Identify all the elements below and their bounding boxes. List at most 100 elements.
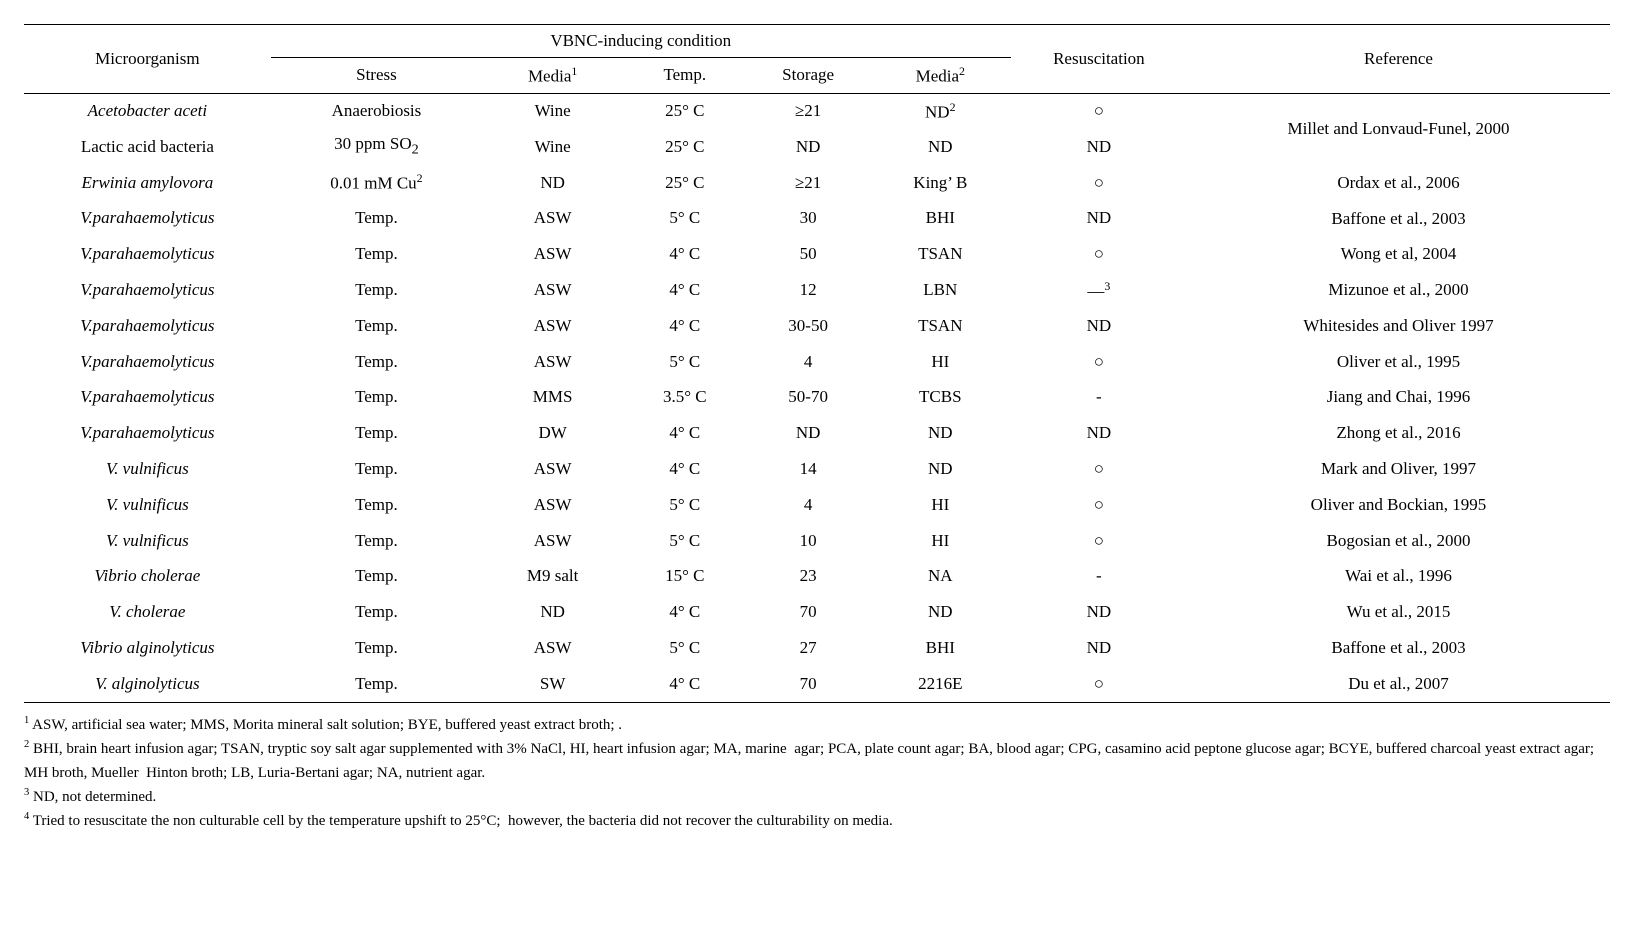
cell-microorganism: V.parahaemolyticus <box>24 379 271 415</box>
cell-resuscitation: ND <box>1011 201 1187 237</box>
cell-stress: Temp. <box>271 451 482 487</box>
cell-temp: 25° C <box>623 165 746 201</box>
table-row: V.parahaemolyticusTemp.ASW5° C4HI○Oliver… <box>24 344 1610 380</box>
table-row: Acetobacter acetiAnaerobiosisWine25° C≥2… <box>24 93 1610 128</box>
cell-microorganism: Erwinia amylovora <box>24 165 271 201</box>
cell-media1: DW <box>482 415 623 451</box>
cell-media2: TSAN <box>870 236 1011 272</box>
table-body: Acetobacter acetiAnaerobiosisWine25° C≥2… <box>24 93 1610 702</box>
cell-microorganism: Lactic acid bacteria <box>24 128 271 164</box>
table-row: V. alginolyticusTemp.SW4° C702216E○Du et… <box>24 666 1610 702</box>
cell-stress: Temp. <box>271 558 482 594</box>
cell-microorganism: Vibrio alginolyticus <box>24 630 271 666</box>
cell-media2: TSAN <box>870 308 1011 344</box>
cell-media1: SW <box>482 666 623 702</box>
table-row: V.parahaemolyticusTemp.ASW5° C30BHINDBaf… <box>24 201 1610 237</box>
cell-storage: ND <box>746 415 869 451</box>
cell-storage: 50-70 <box>746 379 869 415</box>
cell-media2: ND <box>870 415 1011 451</box>
col-storage: Storage <box>746 58 869 94</box>
cell-media1: ASW <box>482 451 623 487</box>
cell-resuscitation: ○ <box>1011 487 1187 523</box>
cell-reference: Baffone et al., 2003 <box>1187 201 1610 237</box>
cell-storage: 50 <box>746 236 869 272</box>
cell-microorganism: V.parahaemolyticus <box>24 201 271 237</box>
cell-stress: Temp. <box>271 487 482 523</box>
cell-media2: ND <box>870 451 1011 487</box>
cell-media1: ASW <box>482 487 623 523</box>
cell-media2: TCBS <box>870 379 1011 415</box>
cell-media2: LBN <box>870 272 1011 308</box>
cell-microorganism: V.parahaemolyticus <box>24 272 271 308</box>
cell-resuscitation: —3 <box>1011 272 1187 308</box>
cell-media1: ASW <box>482 236 623 272</box>
table-row: V. vulnificusTemp.ASW5° C4HI○Oliver and … <box>24 487 1610 523</box>
cell-temp: 4° C <box>623 308 746 344</box>
cell-temp: 25° C <box>623 93 746 128</box>
cell-media1: Wine <box>482 93 623 128</box>
cell-storage: 12 <box>746 272 869 308</box>
cell-temp: 5° C <box>623 523 746 559</box>
cell-media1: ASW <box>482 272 623 308</box>
cell-media2: King’ B <box>870 165 1011 201</box>
cell-stress: Temp. <box>271 415 482 451</box>
col-reference: Reference <box>1187 25 1610 94</box>
col-microorganism: Microorganism <box>24 25 271 94</box>
cell-reference: Jiang and Chai, 1996 <box>1187 379 1610 415</box>
cell-resuscitation: ○ <box>1011 165 1187 201</box>
cell-temp: 4° C <box>623 666 746 702</box>
col-resuscitation: Resuscitation <box>1011 25 1187 94</box>
cell-media1: ASW <box>482 308 623 344</box>
cell-resuscitation: ND <box>1011 128 1187 164</box>
cell-media2: HI <box>870 487 1011 523</box>
cell-media2: NA <box>870 558 1011 594</box>
table-row: V. vulnificusTemp.ASW5° C10HI○Bogosian e… <box>24 523 1610 559</box>
cell-stress: Temp. <box>271 594 482 630</box>
cell-resuscitation: ○ <box>1011 93 1187 128</box>
cell-stress: 0.01 mM Cu2 <box>271 165 482 201</box>
cell-storage: 14 <box>746 451 869 487</box>
cell-resuscitation: - <box>1011 558 1187 594</box>
cell-temp: 5° C <box>623 487 746 523</box>
cell-temp: 4° C <box>623 451 746 487</box>
cell-reference: Bogosian et al., 2000 <box>1187 523 1610 559</box>
cell-resuscitation: ND <box>1011 594 1187 630</box>
cell-media2: BHI <box>870 630 1011 666</box>
cell-media1: ASW <box>482 523 623 559</box>
cell-media2: BHI <box>870 201 1011 237</box>
cell-storage: ≥21 <box>746 93 869 128</box>
cell-stress: Temp. <box>271 201 482 237</box>
col-stress: Stress <box>271 58 482 94</box>
cell-reference: Millet and Lonvaud-Funel, 2000 <box>1187 93 1610 165</box>
cell-media1: ASW <box>482 344 623 380</box>
table-row: Vibrio alginolyticusTemp.ASW5° C27BHINDB… <box>24 630 1610 666</box>
col-temp: Temp. <box>623 58 746 94</box>
cell-media2: 2216E <box>870 666 1011 702</box>
cell-temp: 25° C <box>623 128 746 164</box>
cell-storage: ≥21 <box>746 165 869 201</box>
cell-microorganism: V. vulnificus <box>24 451 271 487</box>
cell-microorganism: V.parahaemolyticus <box>24 415 271 451</box>
table-row: V.parahaemolyticusTemp.ASW4° C12LBN—3Miz… <box>24 272 1610 308</box>
cell-media1: ND <box>482 594 623 630</box>
table-row: V. vulnificusTemp.ASW4° C14ND○Mark and O… <box>24 451 1610 487</box>
cell-storage: 10 <box>746 523 869 559</box>
cell-stress: Temp. <box>271 630 482 666</box>
cell-media2: HI <box>870 523 1011 559</box>
cell-stress: Temp. <box>271 236 482 272</box>
cell-storage: 27 <box>746 630 869 666</box>
cell-microorganism: Vibrio cholerae <box>24 558 271 594</box>
cell-resuscitation: ○ <box>1011 451 1187 487</box>
table-row: V.parahaemolyticusTemp.MMS3.5° C50-70TCB… <box>24 379 1610 415</box>
cell-microorganism: V. cholerae <box>24 594 271 630</box>
table-row: V. choleraeTemp.ND4° C70NDNDWu et al., 2… <box>24 594 1610 630</box>
table-row: V.parahaemolyticusTemp.ASW4° C50TSAN○Won… <box>24 236 1610 272</box>
cell-reference: Wai et al., 1996 <box>1187 558 1610 594</box>
col-media2: Media2 <box>870 58 1011 94</box>
cell-media2: HI <box>870 344 1011 380</box>
cell-microorganism: V.parahaemolyticus <box>24 308 271 344</box>
table-header: Microorganism VBNC-inducing condition Re… <box>24 25 1610 94</box>
cell-reference: Zhong et al., 2016 <box>1187 415 1610 451</box>
cell-stress: Temp. <box>271 523 482 559</box>
cell-stress: Temp. <box>271 666 482 702</box>
